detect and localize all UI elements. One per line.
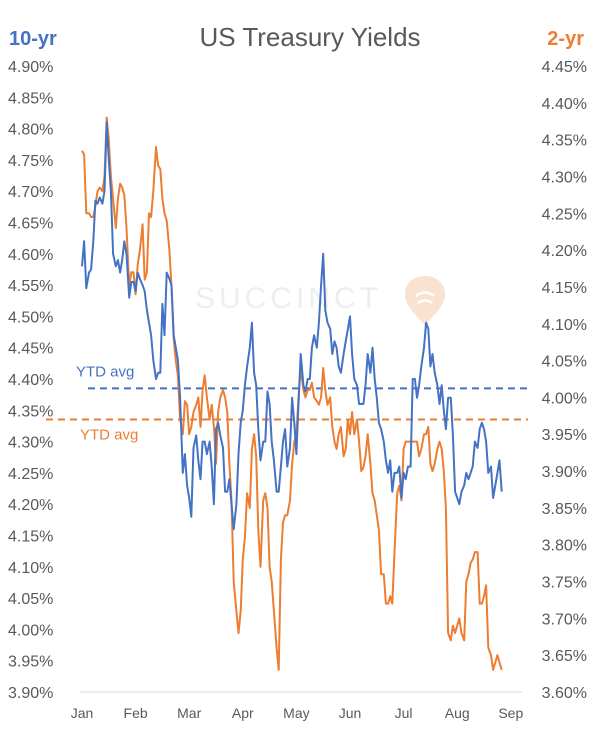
ytd-average-lines: YTD avg YTD avg — [46, 363, 528, 444]
right-axis-ticks: 3.60% 3.65% 3.70% 3.75% 3.80% 3.85% 3.90% 3.95%… — [542, 59, 587, 702]
left-tick-label: 4.60% — [8, 247, 53, 264]
right-tick-label: 3.85% — [542, 501, 587, 518]
series-layer — [81, 116, 503, 671]
right-tick-label: 4.20% — [542, 243, 587, 260]
left-tick-label: 4.40% — [8, 372, 53, 389]
left-tick-label: 4.10% — [8, 560, 53, 577]
left-axis-title: 10-yr — [9, 28, 57, 50]
x-tick-label: Jul — [395, 705, 413, 721]
x-axis-ticks: Jan Feb Mar Apr May Jun Jul Aug Sep — [71, 705, 524, 721]
x-tick-label: Mar — [177, 705, 201, 721]
left-tick-label: 4.30% — [8, 435, 53, 452]
left-axis-ticks: 3.90% 3.95% 4.00% 4.05% 4.10% 4.15% 4.20% 4.25%… — [8, 59, 53, 702]
left-tick-label: 3.95% — [8, 654, 53, 671]
left-tick-label: 4.05% — [8, 591, 53, 608]
right-tick-label: 4.15% — [542, 280, 587, 297]
right-tick-label: 4.40% — [542, 96, 587, 113]
left-tick-label: 4.90% — [8, 59, 53, 76]
right-tick-label: 3.80% — [542, 538, 587, 555]
left-tick-label: 4.00% — [8, 622, 53, 639]
x-tick-label: Apr — [232, 705, 254, 721]
right-tick-label: 4.35% — [542, 133, 587, 150]
right-tick-label: 4.10% — [542, 317, 587, 334]
right-axis-title: 2-yr — [547, 28, 584, 50]
right-tick-label: 4.05% — [542, 354, 587, 371]
watermark: SUCCINCT — [195, 276, 446, 326]
left-tick-label: 4.75% — [8, 153, 53, 170]
right-tick-label: 3.65% — [542, 648, 587, 665]
right-tick-label: 4.30% — [542, 169, 587, 186]
right-tick-label: 3.60% — [542, 685, 587, 702]
x-tick-label: Aug — [445, 705, 470, 721]
chart-title: US Treasury Yields — [199, 22, 420, 52]
right-tick-label: 3.90% — [542, 464, 587, 481]
left-tick-label: 4.35% — [8, 403, 53, 420]
left-tick-label: 4.85% — [8, 90, 53, 107]
x-tick-label: Sep — [498, 705, 523, 721]
left-tick-label: 4.45% — [8, 341, 53, 358]
watermark-logo-icon — [404, 276, 446, 326]
right-tick-label: 3.75% — [542, 575, 587, 592]
two-year-series-line — [81, 116, 503, 671]
right-tick-label: 4.25% — [542, 206, 587, 223]
left-tick-label: 4.50% — [8, 309, 53, 326]
ten-year-series-line — [81, 121, 503, 531]
left-tick-label: 4.20% — [8, 497, 53, 514]
right-tick-label: 3.95% — [542, 427, 587, 444]
left-tick-label: 4.70% — [8, 184, 53, 201]
x-tick-label: May — [283, 705, 309, 721]
right-tick-label: 4.00% — [542, 390, 587, 407]
right-tick-label: 3.70% — [542, 611, 587, 628]
watermark-text: SUCCINCT — [195, 282, 382, 315]
two-year-ytd-avg-label: YTD avg — [80, 427, 138, 444]
x-tick-label: Jun — [339, 705, 362, 721]
left-tick-label: 4.65% — [8, 216, 53, 233]
x-tick-label: Feb — [124, 705, 148, 721]
right-tick-label: 4.45% — [542, 59, 587, 76]
left-tick-label: 3.90% — [8, 685, 53, 702]
left-tick-label: 4.80% — [8, 122, 53, 139]
left-tick-label: 4.15% — [8, 529, 53, 546]
ten-year-ytd-avg-label: YTD avg — [76, 363, 134, 380]
left-tick-label: 4.55% — [8, 278, 53, 295]
x-tick-label: Jan — [71, 705, 94, 721]
left-tick-label: 4.25% — [8, 466, 53, 483]
